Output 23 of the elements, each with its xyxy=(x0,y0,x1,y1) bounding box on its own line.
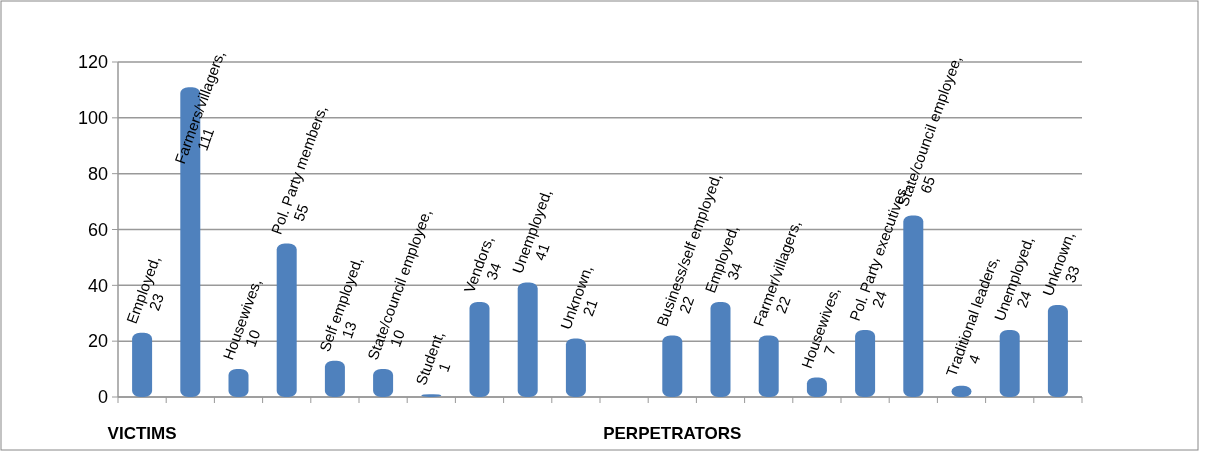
bar xyxy=(855,330,876,397)
bar xyxy=(276,243,297,397)
bar xyxy=(324,360,345,397)
bar xyxy=(710,302,731,397)
bar xyxy=(565,338,586,397)
y-tick-label: 100 xyxy=(77,108,108,129)
bar xyxy=(469,302,490,397)
bar xyxy=(228,369,249,397)
bar xyxy=(132,332,153,397)
bar xyxy=(1047,304,1068,397)
x-tick-label: PERPETRATORS xyxy=(603,424,742,443)
y-tick-label: 60 xyxy=(87,219,108,240)
y-tick-label: 0 xyxy=(97,387,108,408)
y-tick-label: 40 xyxy=(87,275,108,296)
bar xyxy=(517,282,538,397)
bar xyxy=(999,330,1020,397)
y-tick-label: 20 xyxy=(87,331,108,352)
y-tick-label: 120 xyxy=(77,52,108,73)
bar xyxy=(662,335,683,397)
bar xyxy=(758,335,779,397)
x-tick-label: VICTIMS xyxy=(107,424,177,443)
y-tick-label: 80 xyxy=(87,163,108,184)
bar xyxy=(373,369,394,397)
